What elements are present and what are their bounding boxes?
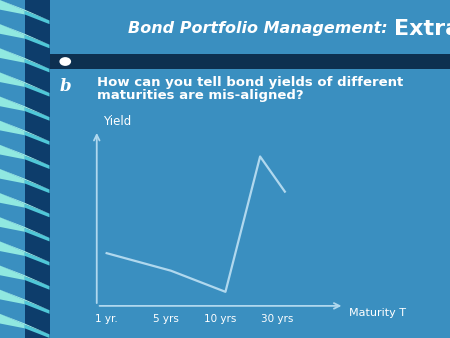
Polygon shape	[0, 24, 25, 39]
Polygon shape	[25, 325, 50, 338]
Polygon shape	[25, 300, 50, 314]
Polygon shape	[25, 131, 50, 145]
Polygon shape	[0, 217, 50, 238]
Text: Yield: Yield	[104, 116, 132, 128]
Polygon shape	[0, 0, 50, 21]
Polygon shape	[0, 145, 50, 165]
Text: Extra: Extra	[394, 19, 450, 39]
Text: 5 yrs: 5 yrs	[153, 314, 179, 324]
Polygon shape	[0, 290, 50, 310]
Polygon shape	[25, 228, 50, 241]
Polygon shape	[25, 59, 50, 72]
Polygon shape	[0, 193, 25, 208]
Polygon shape	[0, 290, 25, 304]
Polygon shape	[0, 97, 25, 111]
Text: Maturity T: Maturity T	[349, 308, 406, 318]
Text: 1 yr.: 1 yr.	[95, 314, 118, 324]
Polygon shape	[0, 169, 50, 190]
Text: maturities are mis-aligned?: maturities are mis-aligned?	[97, 89, 303, 102]
Polygon shape	[0, 0, 25, 15]
Polygon shape	[0, 169, 25, 184]
Polygon shape	[25, 204, 50, 217]
Polygon shape	[25, 107, 50, 121]
Polygon shape	[0, 121, 50, 141]
Polygon shape	[0, 145, 25, 159]
Polygon shape	[25, 35, 50, 48]
Circle shape	[59, 57, 71, 66]
Polygon shape	[0, 72, 50, 93]
Polygon shape	[0, 266, 25, 280]
Bar	[50, 54, 450, 69]
Polygon shape	[0, 97, 50, 117]
Polygon shape	[0, 314, 25, 328]
Bar	[25, 0, 50, 338]
Polygon shape	[0, 48, 25, 63]
Polygon shape	[25, 11, 50, 24]
Polygon shape	[0, 241, 50, 262]
Polygon shape	[25, 156, 50, 169]
Polygon shape	[25, 252, 50, 266]
Polygon shape	[0, 72, 25, 87]
Text: How can you tell bond yields of different: How can you tell bond yields of differen…	[97, 76, 403, 89]
Polygon shape	[25, 83, 50, 97]
Polygon shape	[0, 121, 25, 135]
Polygon shape	[0, 24, 50, 45]
Text: b: b	[59, 78, 71, 95]
Polygon shape	[0, 193, 50, 214]
Polygon shape	[0, 314, 50, 334]
Bar	[50, 0, 450, 54]
Polygon shape	[0, 48, 50, 69]
Text: 10 yrs: 10 yrs	[204, 314, 237, 324]
Polygon shape	[25, 180, 50, 193]
Polygon shape	[0, 266, 50, 286]
Polygon shape	[0, 217, 25, 232]
Text: 30 yrs: 30 yrs	[261, 314, 293, 324]
Text: Bond Portfolio Management:: Bond Portfolio Management:	[128, 21, 394, 36]
Polygon shape	[25, 276, 50, 290]
Polygon shape	[0, 241, 25, 256]
